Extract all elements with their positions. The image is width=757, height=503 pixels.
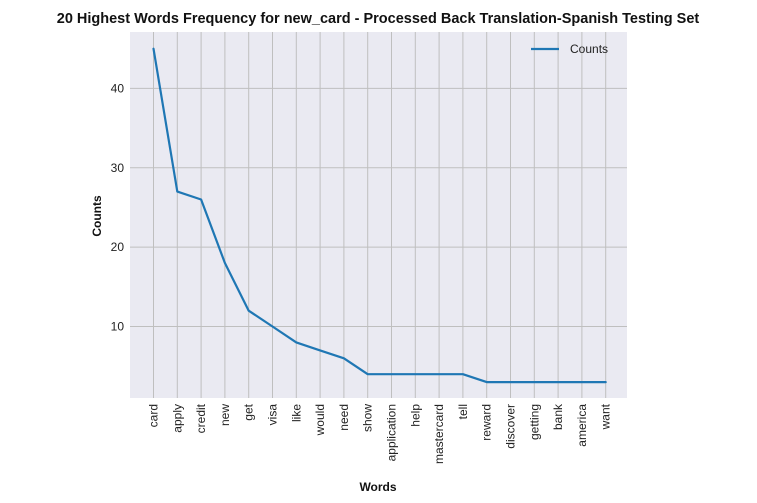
x-tick-label: visa xyxy=(266,404,280,426)
y-tick-label: 30 xyxy=(111,161,125,175)
x-axis-label: Words xyxy=(359,480,396,494)
x-tick-label: help xyxy=(408,404,422,427)
x-tick-label: credit xyxy=(194,403,208,433)
x-tick-label: reward xyxy=(480,404,494,441)
y-axis-label: Counts xyxy=(90,195,104,237)
x-tick-label: like xyxy=(289,404,303,422)
y-axis-ticks: 10 20 30 40 xyxy=(111,81,125,333)
x-tick-label: would xyxy=(313,404,327,436)
x-tick-label: show xyxy=(361,404,375,432)
grid xyxy=(130,32,627,398)
x-tick-label: need xyxy=(337,404,351,431)
x-tick-label: discover xyxy=(504,404,518,449)
x-tick-label: bank xyxy=(551,403,565,430)
x-tick-label: new xyxy=(218,404,232,426)
x-tick-label: getting xyxy=(527,404,541,440)
x-tick-label: application xyxy=(385,404,399,461)
legend-label-counts: Counts xyxy=(570,42,608,56)
x-tick-label: apply xyxy=(170,404,184,433)
x-tick-label: want xyxy=(599,403,613,430)
series-line-counts xyxy=(152,47,607,384)
x-tick-label: america xyxy=(575,404,589,447)
plot-area xyxy=(130,32,627,398)
y-tick-label: 40 xyxy=(111,81,125,95)
y-tick-label: 20 xyxy=(111,240,125,254)
x-axis-ticks: card apply credit new get visa like would need sh… xyxy=(147,403,613,464)
x-tick-label: tell xyxy=(456,404,470,419)
x-tick-label: card xyxy=(147,404,161,427)
y-tick-label: 10 xyxy=(111,320,125,334)
legend: Counts xyxy=(531,42,608,56)
chart-title: 20 Highest Words Frequency for new_card … xyxy=(57,11,700,27)
x-tick-label: get xyxy=(242,403,256,420)
x-tick-label: mastercard xyxy=(432,404,446,464)
